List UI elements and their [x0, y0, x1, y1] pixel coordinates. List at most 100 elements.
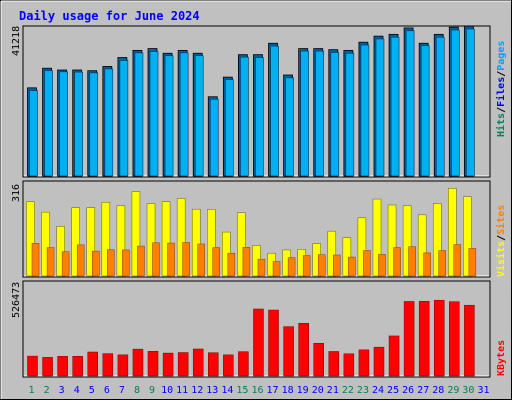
bar-sites-day-26: [408, 246, 416, 277]
bar-visits-day-2: [41, 211, 50, 277]
bar-pages-day-7: [119, 60, 129, 177]
y-max-label-visits: 316: [11, 184, 22, 202]
legend-hits-files-pages-part: Files: [495, 77, 507, 107]
bar-sites-day-10: [167, 242, 175, 277]
bar-kbytes-day-10: [162, 352, 174, 377]
x-tick-label-day-20: 20: [312, 385, 324, 396]
legend-visits-sites-part: Visits: [495, 241, 507, 277]
x-tick-label-day-1: 1: [29, 385, 35, 396]
bar-kbytes-day-5: [87, 351, 99, 377]
bar-visits-day-30: [463, 196, 472, 277]
x-tick-label-day-10: 10: [161, 385, 173, 396]
bar-kbytes-day-30: [464, 304, 475, 377]
bar-kbytes-day-16: [253, 308, 264, 377]
bar-visits-day-4: [71, 207, 80, 277]
x-tick-label-day-24: 24: [372, 385, 384, 396]
bar-visits-day-9: [146, 203, 156, 277]
x-tick-label-day-25: 25: [387, 385, 399, 396]
bar-pages-day-15: [240, 56, 249, 177]
bar-sites-day-11: [182, 242, 190, 277]
bar-visits-day-27: [417, 214, 427, 277]
bar-pages-day-29: [451, 29, 460, 177]
bar-kbytes-day-29: [449, 301, 460, 377]
bar-kbytes-day-9: [147, 351, 159, 377]
bar-visits-day-29: [448, 188, 457, 277]
x-tick-label-day-9: 9: [149, 385, 155, 396]
bar-pages-day-9: [149, 51, 159, 177]
bar-visits-day-26: [402, 205, 412, 277]
bar-kbytes-day-27: [418, 301, 430, 377]
legend-kbytes-part: KBytes: [496, 340, 507, 376]
bar-visits-day-23: [357, 217, 367, 277]
bar-visits-day-8: [131, 191, 141, 277]
x-tick-label-day-26: 26: [402, 385, 414, 396]
x-tick-label-day-17: 17: [267, 385, 279, 396]
bar-kbytes-day-3: [57, 356, 68, 377]
x-tick-label-day-28: 28: [432, 385, 444, 396]
bar-pages-day-26: [405, 30, 415, 177]
bar-sites-day-6: [107, 249, 115, 277]
bar-sites-day-15: [242, 247, 251, 277]
bar-visits-day-11: [176, 198, 186, 277]
x-tick-label-day-5: 5: [89, 385, 95, 396]
x-tick-label-day-13: 13: [206, 385, 218, 396]
bar-visits-day-28: [432, 203, 442, 277]
bar-pages-day-22: [345, 52, 355, 177]
bar-sites-day-20: [317, 254, 326, 277]
bar-sites-day-28: [438, 250, 446, 277]
x-tick-label-day-22: 22: [342, 385, 354, 396]
bar-sites-day-25: [393, 247, 401, 277]
bar-kbytes-day-19: [298, 323, 309, 377]
bar-kbytes-day-8: [132, 348, 144, 377]
bar-sites-day-4: [76, 244, 85, 277]
bar-sites-day-27: [423, 252, 431, 277]
legend-hits-files-pages: Hits/Files/Pages: [495, 41, 507, 137]
x-tick-label-day-2: 2: [44, 385, 50, 396]
bar-kbytes-day-18: [283, 326, 294, 377]
bar-sites-day-14: [227, 252, 236, 277]
bar-kbytes-day-1: [27, 355, 38, 377]
bar-pages-day-23: [360, 44, 370, 177]
bar-pages-day-12: [194, 55, 204, 177]
bar-sites-day-17: [272, 261, 281, 277]
bar-visits-day-13: [207, 209, 216, 277]
bar-kbytes-day-11: [177, 352, 189, 377]
bar-visits-day-21: [327, 230, 337, 277]
x-tick-label-day-14: 14: [221, 385, 233, 396]
legend-visits-sites-part: /: [496, 235, 507, 241]
x-tick-label-day-21: 21: [327, 385, 339, 396]
bar-kbytes-day-4: [72, 356, 83, 377]
bar-kbytes-day-25: [388, 335, 400, 377]
x-tick-label-day-23: 23: [357, 385, 369, 396]
bar-kbytes-day-26: [403, 301, 415, 377]
x-tick-label-day-16: 16: [251, 385, 263, 396]
x-tick-label-day-15: 15: [236, 385, 248, 396]
legend-hits-files-pages-part: /: [496, 107, 507, 113]
bar-sites-day-21: [333, 254, 341, 277]
legend-visits-sites: Visits/Sites: [495, 205, 507, 277]
bar-kbytes-day-6: [102, 353, 114, 377]
bar-pages-day-17: [270, 45, 279, 177]
x-tick-label-day-8: 8: [134, 385, 140, 396]
x-tick-label-day-4: 4: [74, 385, 80, 396]
bar-kbytes-day-24: [373, 346, 385, 377]
bar-sites-day-29: [453, 244, 462, 277]
bar-sites-day-7: [122, 249, 130, 277]
bar-pages-day-28: [435, 36, 445, 177]
x-tick-label-day-29: 29: [447, 385, 459, 396]
bar-sites-day-18: [287, 257, 296, 277]
bar-sites-day-30: [468, 248, 477, 277]
y-max-label-kbytes: 526473: [11, 282, 22, 318]
bar-pages-day-13: [209, 98, 219, 177]
bar-pages-day-19: [300, 50, 309, 177]
legend-hits-files-pages-part: /: [496, 71, 507, 77]
x-tick-label-day-7: 7: [119, 385, 125, 396]
bar-pages-day-14: [225, 79, 234, 177]
bar-visits-day-15: [237, 212, 246, 277]
x-tick-label-day-30: 30: [462, 385, 474, 396]
bar-kbytes-day-14: [223, 354, 234, 377]
bar-sites-day-12: [197, 243, 205, 277]
bar-kbytes-day-28: [433, 299, 445, 377]
bar-kbytes-day-7: [117, 354, 129, 377]
